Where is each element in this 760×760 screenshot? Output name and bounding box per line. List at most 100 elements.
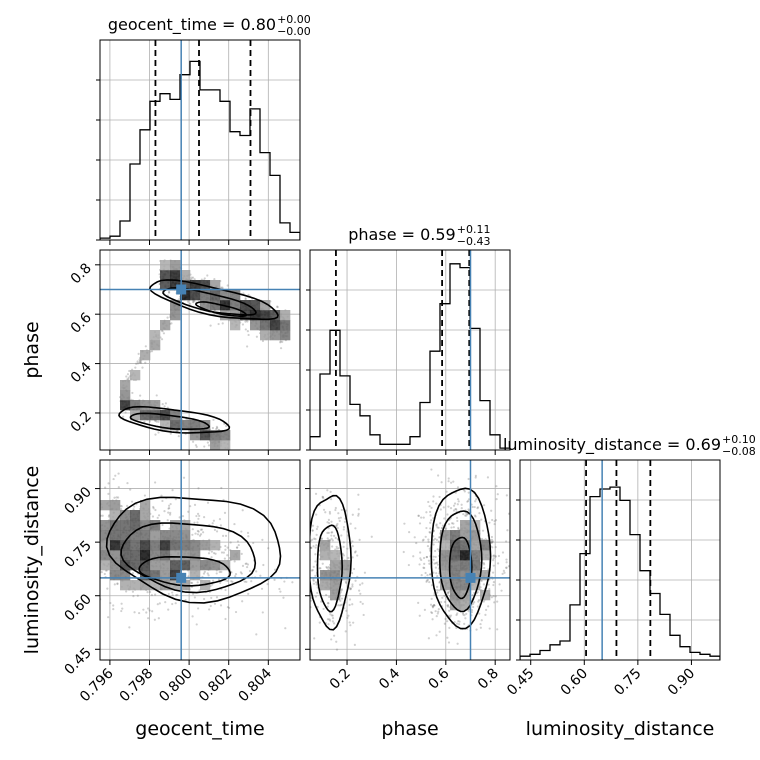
panel-frame (99, 39, 301, 241)
sample-point (79, 531, 81, 533)
sample-point (430, 611, 433, 614)
sample-point (357, 508, 360, 511)
sample-point (81, 528, 83, 530)
sample-point (224, 544, 227, 548)
sample-point (81, 520, 83, 522)
sample-point (62, 470, 64, 472)
sample-point (70, 546, 72, 548)
sample-point (220, 486, 223, 490)
sample-point (426, 574, 429, 577)
sample-point (496, 493, 499, 496)
x-tick-label: 0.804 (235, 665, 275, 705)
sample-point (120, 507, 123, 511)
title-lower-error: −0.08 (722, 445, 756, 458)
sample-point (425, 511, 428, 514)
sample-point (12, 521, 14, 523)
sample-point (7, 570, 9, 572)
histogram-phase (310, 263, 510, 450)
sample-point (247, 333, 250, 337)
sample-point (206, 501, 210, 504)
panel-frame (519, 459, 721, 661)
sample-point (337, 512, 340, 515)
sample-point (347, 614, 350, 617)
sample-point (443, 517, 446, 520)
sample-point (236, 546, 239, 549)
sample-point (325, 565, 328, 569)
density-cell (140, 550, 151, 561)
x-tick-label: 0.802 (196, 666, 236, 706)
density-cell (190, 280, 201, 291)
sample-point (79, 475, 81, 477)
sample-point (402, 550, 405, 554)
sample-point (147, 607, 150, 610)
sample-point (215, 425, 219, 428)
sample-point (306, 551, 308, 553)
sample-point (116, 582, 119, 586)
sample-point (339, 516, 342, 519)
sample-point (246, 345, 249, 348)
x-tick-label: 0.75 (611, 666, 644, 699)
sample-point (433, 562, 436, 565)
density-cell (470, 560, 481, 571)
sample-point (328, 522, 331, 525)
sample-point (462, 613, 465, 616)
sample-point (441, 596, 444, 599)
sample-point (279, 341, 282, 344)
density-cell (470, 540, 481, 551)
sample-point (96, 532, 98, 534)
sample-point (435, 523, 438, 526)
sample-point (327, 527, 330, 530)
title-upper-error: +0.10 (722, 433, 756, 446)
sample-point (221, 286, 224, 289)
sample-point (97, 536, 99, 538)
sample-point (496, 600, 499, 603)
sample-point (466, 500, 469, 503)
sample-point (335, 524, 338, 527)
sample-point (456, 503, 459, 506)
sample-point (5, 486, 7, 488)
sample-point (156, 516, 159, 519)
density-cell (140, 540, 151, 551)
sample-point (58, 501, 60, 503)
sample-point (343, 520, 347, 523)
sample-point (447, 505, 450, 508)
sample-point (430, 468, 433, 471)
sample-point (50, 541, 52, 543)
sample-point (507, 565, 510, 568)
sample-point (427, 500, 430, 504)
sample-point (329, 497, 333, 501)
density-cell (440, 580, 451, 591)
sample-point (193, 278, 196, 281)
sample-point (43, 516, 45, 518)
density-cell (120, 570, 131, 581)
density-cell (130, 580, 141, 591)
density-cell (110, 520, 121, 531)
density-cell (160, 580, 171, 591)
density-cell (330, 580, 341, 591)
sample-point (484, 538, 487, 541)
sample-point (246, 330, 249, 333)
sample-point (429, 531, 432, 534)
sample-point (189, 302, 192, 305)
sample-point (167, 608, 170, 611)
density-cell (450, 530, 461, 541)
title-upper-error: +0.11 (457, 223, 491, 236)
density-cell (210, 440, 221, 450)
sample-point (167, 291, 171, 294)
sample-point (438, 536, 441, 539)
sample-point (182, 476, 186, 479)
density-cell (230, 300, 241, 311)
density-cell (100, 530, 111, 541)
sample-point (92, 512, 94, 514)
sample-point (444, 617, 447, 621)
sample-point (506, 529, 509, 532)
sample-point (196, 533, 200, 536)
sample-point (260, 587, 264, 590)
sample-point (465, 612, 468, 615)
sample-point (87, 567, 89, 569)
sample-point (490, 541, 493, 544)
density-cell (470, 520, 481, 531)
sample-point (314, 560, 317, 563)
density-cell (180, 290, 191, 301)
density-cell (160, 570, 171, 581)
